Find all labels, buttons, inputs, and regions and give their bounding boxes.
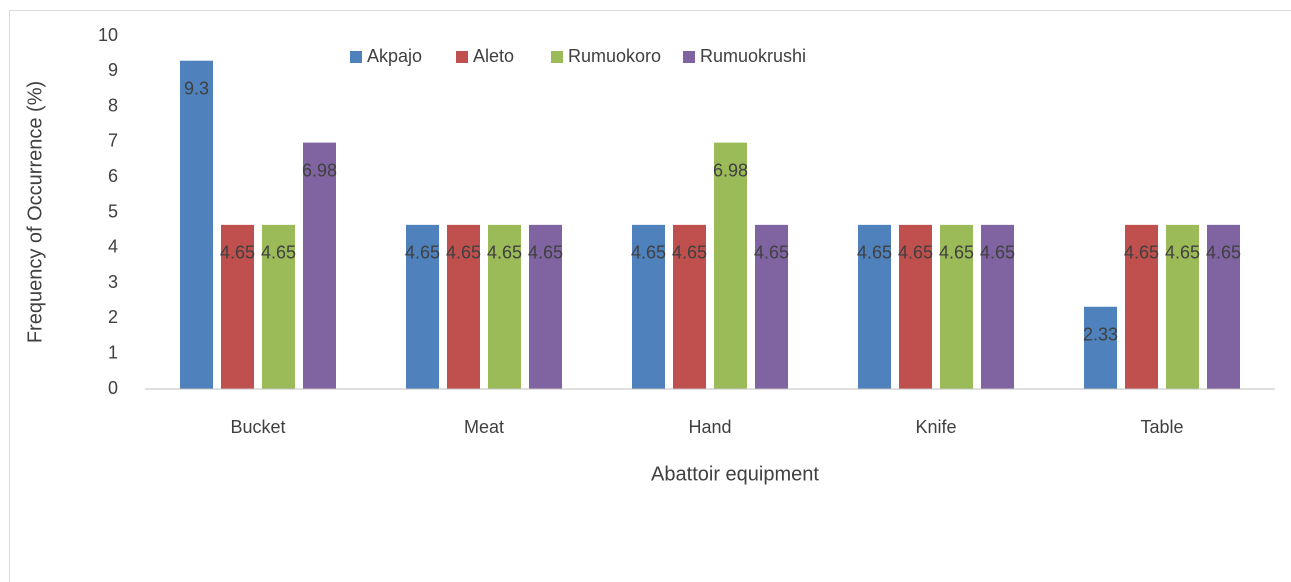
x-tick-label: Meat (464, 417, 504, 437)
y-tick-label: 8 (108, 95, 118, 115)
chart-border (9, 10, 1291, 582)
bar (447, 224, 480, 389)
legend-label: Rumuokrushi (700, 46, 806, 66)
bar (1125, 224, 1158, 389)
y-tick-label: 4 (108, 237, 118, 257)
y-tick-label: 2 (108, 307, 118, 327)
bar (714, 142, 747, 389)
bar (981, 224, 1014, 389)
y-tick-label: 5 (108, 201, 118, 221)
y-tick-label: 6 (108, 166, 118, 186)
y-tick-label: 7 (108, 131, 118, 151)
data-label: 4.65 (1165, 243, 1200, 263)
data-label: 4.65 (857, 243, 892, 263)
data-label: 2.33 (1083, 325, 1118, 345)
x-tick-label: Knife (915, 417, 956, 437)
data-label: 4.65 (261, 243, 296, 263)
data-label: 4.65 (1206, 243, 1241, 263)
legend-label: Akpajo (367, 46, 422, 66)
data-label: 9.3 (184, 78, 209, 98)
bar (406, 224, 439, 389)
bar (262, 224, 295, 389)
bar (755, 224, 788, 389)
data-label: 4.65 (405, 243, 440, 263)
y-axis-title: Frequency of Occurrence (%) (24, 81, 46, 343)
bar (940, 224, 973, 389)
bar (899, 224, 932, 389)
bar (221, 224, 254, 389)
bar (180, 60, 213, 390)
data-label: 4.65 (1124, 243, 1159, 263)
y-tick-label: 0 (108, 378, 118, 398)
bar (1084, 306, 1117, 389)
data-label: 4.65 (980, 243, 1015, 263)
y-tick-label: 9 (108, 60, 118, 80)
legend-label: Aleto (473, 46, 514, 66)
data-label: 6.98 (713, 160, 748, 180)
y-tick-label: 10 (98, 25, 118, 45)
data-label: 4.65 (754, 243, 789, 263)
bar (858, 224, 891, 389)
legend-label: Rumuokoro (568, 46, 661, 66)
legend-swatch (551, 51, 563, 63)
data-label: 4.65 (446, 243, 481, 263)
legend-swatch (350, 51, 362, 63)
data-label: 4.65 (672, 243, 707, 263)
bar (1166, 224, 1199, 389)
bar (632, 224, 665, 389)
data-label: 4.65 (898, 243, 933, 263)
data-label: 4.65 (939, 243, 974, 263)
bar (529, 224, 562, 389)
bar (673, 224, 706, 389)
x-tick-label: Table (1140, 417, 1183, 437)
x-axis-title: Abattoir equipment (651, 463, 819, 485)
y-tick-label: 3 (108, 272, 118, 292)
x-tick-label: Hand (688, 417, 731, 437)
y-tick-label: 1 (108, 342, 118, 362)
bar (488, 224, 521, 389)
data-label: 4.65 (528, 243, 563, 263)
x-tick-label: Bucket (230, 417, 285, 437)
bar (1207, 224, 1240, 389)
bar (303, 142, 336, 389)
data-label: 4.65 (220, 243, 255, 263)
legend-swatch (456, 51, 468, 63)
data-label: 4.65 (631, 243, 666, 263)
data-label: 4.65 (487, 243, 522, 263)
data-label: 6.98 (302, 160, 337, 180)
legend-swatch (683, 51, 695, 63)
